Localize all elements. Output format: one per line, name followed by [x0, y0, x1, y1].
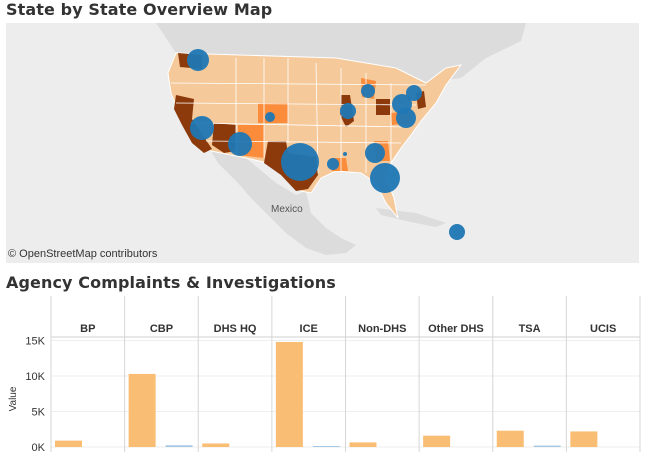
y-tick-label: 10K — [25, 371, 45, 383]
bar-cbp-series-2[interactable] — [165, 445, 193, 448]
bubble-layer[interactable] — [187, 49, 465, 240]
bar-dhs-hq-series-1[interactable] — [202, 443, 230, 448]
bubble-michigan[interactable] — [361, 84, 375, 98]
category-header-bp[interactable]: BP — [80, 323, 95, 335]
bar-cbp-series-1[interactable] — [128, 373, 156, 448]
canada-landmass — [156, 23, 526, 83]
category-header-non-dhs[interactable]: Non-DHS — [358, 323, 406, 335]
bubble-puerto-rico[interactable] — [449, 224, 465, 240]
bubble-florida[interactable] — [370, 163, 400, 193]
bar-other-dhs-series-1[interactable] — [423, 435, 451, 448]
category-header-other-dhs[interactable]: Other DHS — [428, 323, 484, 335]
bubble-colorado[interactable] — [265, 112, 275, 122]
bubble-louisiana[interactable] — [327, 158, 339, 170]
bar-ice-series-1[interactable] — [275, 341, 303, 448]
state-borders — [170, 58, 427, 174]
bar-tsa-series-1[interactable] — [496, 430, 524, 448]
bar-non-dhs-series-1[interactable] — [349, 442, 377, 448]
category-header-ice[interactable]: ICE — [300, 323, 318, 335]
bubble-illinois[interactable] — [340, 103, 356, 119]
bubble-maryland[interactable] — [392, 94, 412, 114]
bubble-texas[interactable] — [281, 143, 319, 181]
ohio-state[interactable] — [376, 99, 390, 115]
agency-bar-chart[interactable]: Value 0K 5K 10K 15K BP CBP DHS HQ ICE Non-DHS Oth… — [0, 296, 645, 459]
category-header-cbp[interactable]: CBP — [150, 323, 173, 335]
bubble-arizona[interactable] — [228, 132, 252, 156]
y-tick-label: 5K — [32, 407, 46, 419]
mexico-landmass — [211, 151, 356, 255]
us-landmass — [167, 52, 463, 219]
bubble-georgia[interactable] — [365, 143, 385, 163]
y-tick-label: 0K — [32, 442, 46, 454]
state-overview-map[interactable]: Mexico © OpenStreetMap contributors — [6, 23, 639, 263]
category-header-dhs-hq[interactable]: DHS HQ — [214, 323, 257, 335]
y-tick-label: 15K — [25, 336, 45, 348]
bubble-new-york[interactable] — [406, 85, 422, 101]
y-axis-label: Value — [8, 386, 19, 411]
bubble-washington[interactable] — [187, 49, 209, 71]
bar-tsa-series-2[interactable] — [533, 445, 561, 448]
chart-canvas[interactable]: Value 0K 5K 10K 15K BP CBP DHS HQ ICE Non-DHS Oth… — [0, 296, 645, 459]
bubble-california-north[interactable] — [190, 116, 214, 140]
mexico-label: Mexico — [271, 204, 303, 215]
category-header-tsa[interactable]: TSA — [519, 323, 541, 335]
map-title: State by State Overview Map — [6, 0, 273, 19]
bar-bp-series-1[interactable] — [55, 440, 82, 448]
bar-ucis-series-1[interactable] — [570, 431, 598, 448]
map-canvas[interactable] — [6, 23, 639, 263]
bar-ice-series-2[interactable] — [312, 445, 340, 448]
category-header-ucis[interactable]: UCIS — [590, 323, 616, 335]
cuba-landmass — [376, 208, 446, 227]
map-attribution: © OpenStreetMap contributors — [8, 248, 158, 260]
bubble-mississippi[interactable] — [343, 152, 347, 156]
chart-title: Agency Complaints & Investigations — [6, 273, 336, 292]
